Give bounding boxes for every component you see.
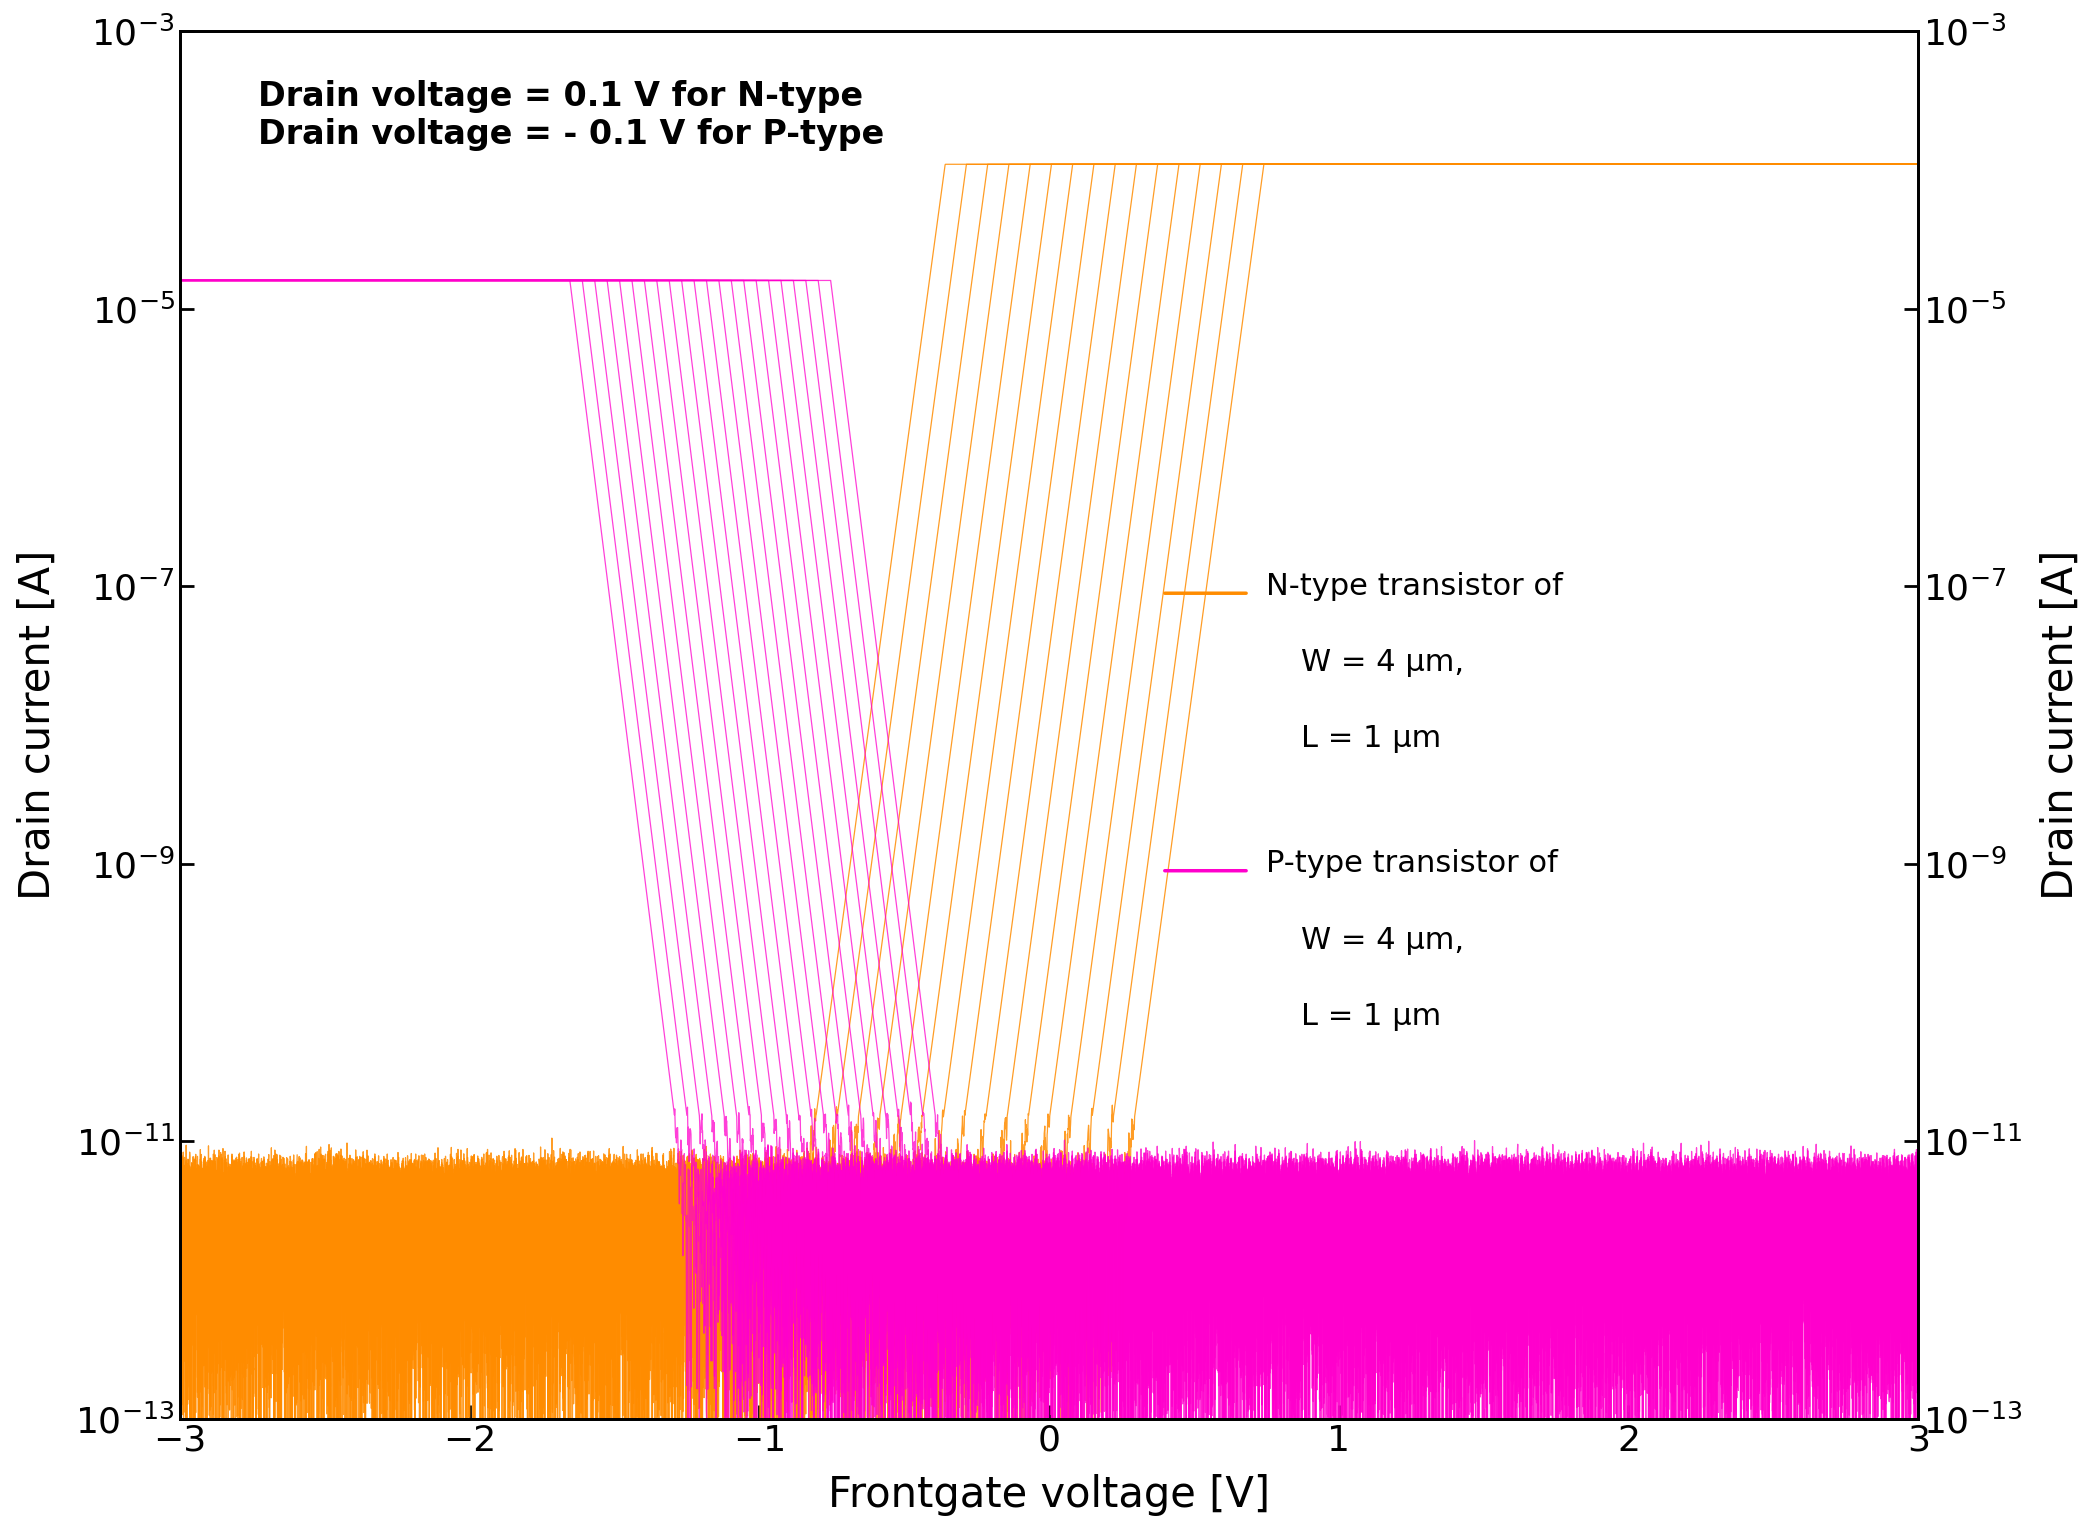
Y-axis label: Drain current [A]: Drain current [A] xyxy=(17,550,59,900)
Text: W = 4 μm,: W = 4 μm, xyxy=(1301,926,1464,955)
Text: L = 1 μm: L = 1 μm xyxy=(1301,725,1441,753)
Y-axis label: Drain current [A]: Drain current [A] xyxy=(2039,550,2081,900)
Text: L = 1 μm: L = 1 μm xyxy=(1301,1003,1441,1030)
Text: Drain voltage = 0.1 V for N-type
Drain voltage = - 0.1 V for P-type: Drain voltage = 0.1 V for N-type Drain v… xyxy=(258,80,883,152)
X-axis label: Frontgate voltage [V]: Frontgate voltage [V] xyxy=(829,1475,1269,1516)
Text: N-type transistor of: N-type transistor of xyxy=(1267,572,1563,601)
Text: W = 4 μm,: W = 4 μm, xyxy=(1301,648,1464,678)
Text: P-type transistor of: P-type transistor of xyxy=(1267,849,1559,878)
